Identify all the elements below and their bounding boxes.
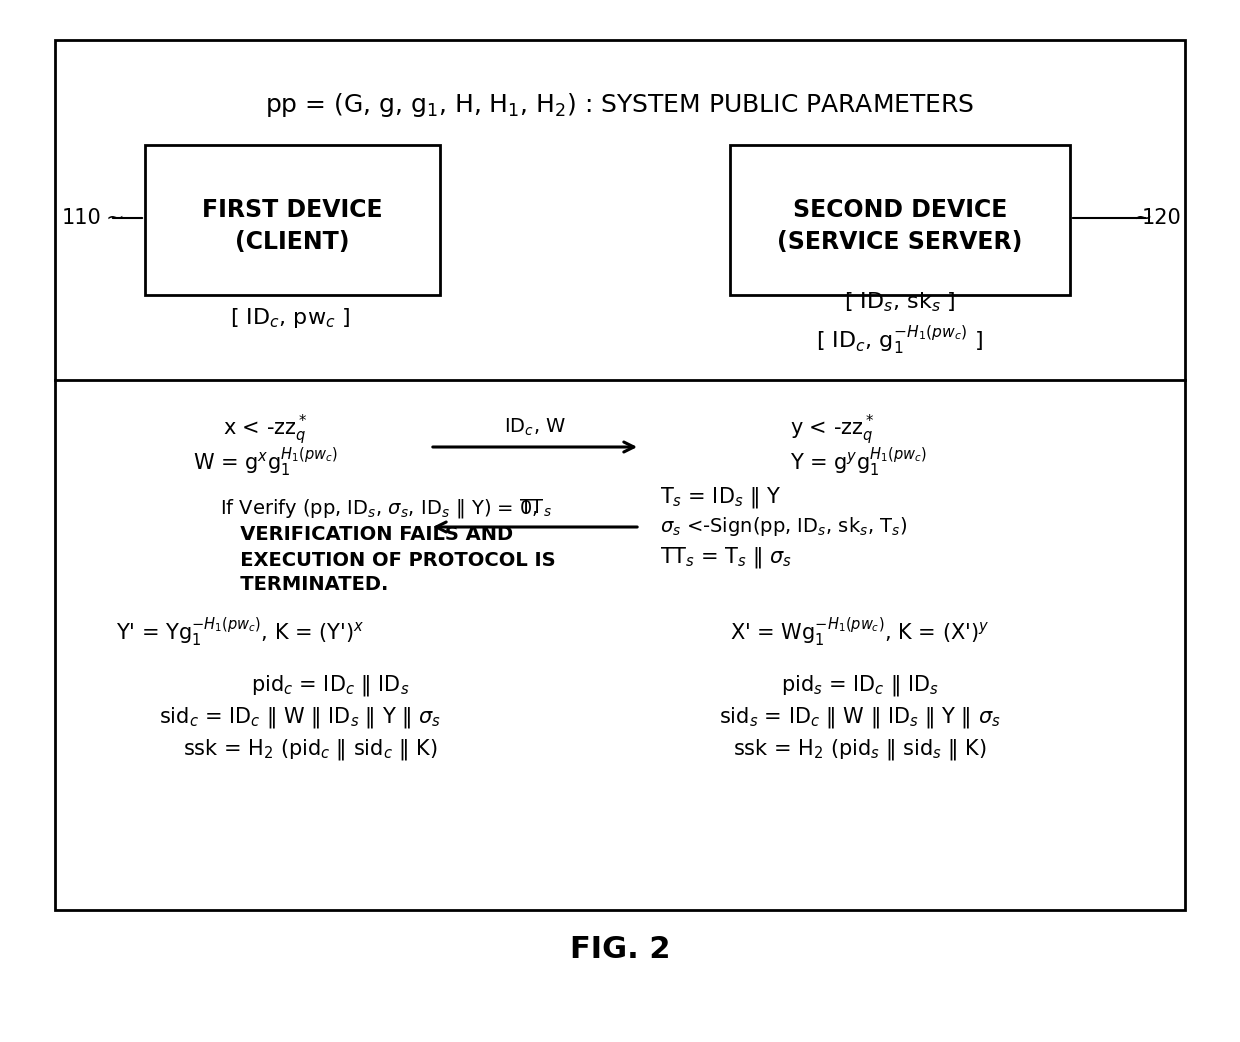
Text: Y' = Yg$_1^{-H_1(pw_c)}$, K = (Y')$^x$: Y' = Yg$_1^{-H_1(pw_c)}$, K = (Y')$^x$ bbox=[115, 615, 365, 649]
Text: [ ID$_c$, pw$_c$ ]: [ ID$_c$, pw$_c$ ] bbox=[229, 306, 350, 330]
Text: ssk = H$_2$ (pid$_c$ $\|$ sid$_c$ $\|$ K): ssk = H$_2$ (pid$_c$ $\|$ sid$_c$ $\|$ K… bbox=[182, 738, 438, 763]
Text: pid$_s$ = ID$_c$ $\|$ ID$_s$: pid$_s$ = ID$_c$ $\|$ ID$_s$ bbox=[781, 673, 939, 698]
Text: TERMINATED.: TERMINATED. bbox=[219, 575, 388, 595]
Text: SECOND DEVICE: SECOND DEVICE bbox=[792, 198, 1007, 222]
Text: W = g$^x$g$_1^{H_1(pw_c)}$: W = g$^x$g$_1^{H_1(pw_c)}$ bbox=[192, 445, 337, 478]
Bar bbox=[145, 145, 440, 295]
Text: TT$_s$ = T$_s$ $\|$ $\sigma_s$: TT$_s$ = T$_s$ $\|$ $\sigma_s$ bbox=[660, 545, 792, 570]
Bar bbox=[730, 145, 1070, 295]
Text: (SERVICE SERVER): (SERVICE SERVER) bbox=[777, 230, 1023, 254]
Text: [ ID$_s$, sk$_s$ ]: [ ID$_s$, sk$_s$ ] bbox=[844, 291, 956, 314]
Text: FIRST DEVICE: FIRST DEVICE bbox=[202, 198, 383, 222]
Text: pid$_c$ = ID$_c$ $\|$ ID$_s$: pid$_c$ = ID$_c$ $\|$ ID$_s$ bbox=[250, 673, 409, 698]
Text: 110: 110 bbox=[62, 208, 102, 228]
Text: TT$_s$: TT$_s$ bbox=[518, 497, 552, 519]
Text: [ ID$_c$, g$_1^{-H_1(pw_c)}$ ]: [ ID$_c$, g$_1^{-H_1(pw_c)}$ ] bbox=[816, 323, 983, 356]
Bar bbox=[55, 40, 1185, 910]
Text: X' = Wg$_1^{-H_1(pw_c)}$, K = (X')$^y$: X' = Wg$_1^{-H_1(pw_c)}$, K = (X')$^y$ bbox=[730, 615, 990, 649]
Text: sid$_s$ = ID$_c$ $\|$ W $\|$ ID$_s$ $\|$ Y $\|$ $\sigma_s$: sid$_s$ = ID$_c$ $\|$ W $\|$ ID$_s$ $\|$… bbox=[719, 705, 1001, 730]
Text: y < -zz$_q^*$: y < -zz$_q^*$ bbox=[790, 413, 874, 447]
Text: T$_s$ = ID$_s$ $\|$ Y: T$_s$ = ID$_s$ $\|$ Y bbox=[660, 485, 781, 510]
Text: EXECUTION OF PROTOCOL IS: EXECUTION OF PROTOCOL IS bbox=[219, 550, 556, 570]
Text: If Verify (pp, ID$_s$, $\sigma_s$, ID$_s$ $\|$ Y) = 0,: If Verify (pp, ID$_s$, $\sigma_s$, ID$_s… bbox=[219, 496, 538, 520]
Text: ID$_c$, W: ID$_c$, W bbox=[503, 417, 565, 438]
Text: x < -zz$_q^*$: x < -zz$_q^*$ bbox=[223, 413, 308, 447]
Text: ~: ~ bbox=[105, 208, 124, 228]
Text: ssk = H$_2$ (pid$_s$ $\|$ sid$_s$ $\|$ K): ssk = H$_2$ (pid$_s$ $\|$ sid$_s$ $\|$ K… bbox=[733, 738, 987, 763]
Text: sid$_c$ = ID$_c$ $\|$ W $\|$ ID$_s$ $\|$ Y $\|$ $\sigma_s$: sid$_c$ = ID$_c$ $\|$ W $\|$ ID$_s$ $\|$… bbox=[159, 705, 441, 730]
Text: FIG. 2: FIG. 2 bbox=[569, 936, 671, 965]
Text: 120: 120 bbox=[1142, 208, 1182, 228]
Text: Y = g$^y$g$_1^{H_1(pw_c)}$: Y = g$^y$g$_1^{H_1(pw_c)}$ bbox=[790, 445, 928, 478]
Text: pp = (G, g, g$_1$, H, H$_1$, H$_2$) : SYSTEM PUBLIC PARAMETERS: pp = (G, g, g$_1$, H, H$_1$, H$_2$) : SY… bbox=[265, 91, 975, 119]
Text: ~: ~ bbox=[1133, 208, 1152, 228]
Text: VERIFICATION FAILS AND: VERIFICATION FAILS AND bbox=[219, 525, 513, 545]
Text: (CLIENT): (CLIENT) bbox=[236, 230, 350, 254]
Text: $\sigma_s$ <-Sign(pp, ID$_s$, sk$_s$, T$_s$): $\sigma_s$ <-Sign(pp, ID$_s$, sk$_s$, T$… bbox=[660, 516, 908, 539]
